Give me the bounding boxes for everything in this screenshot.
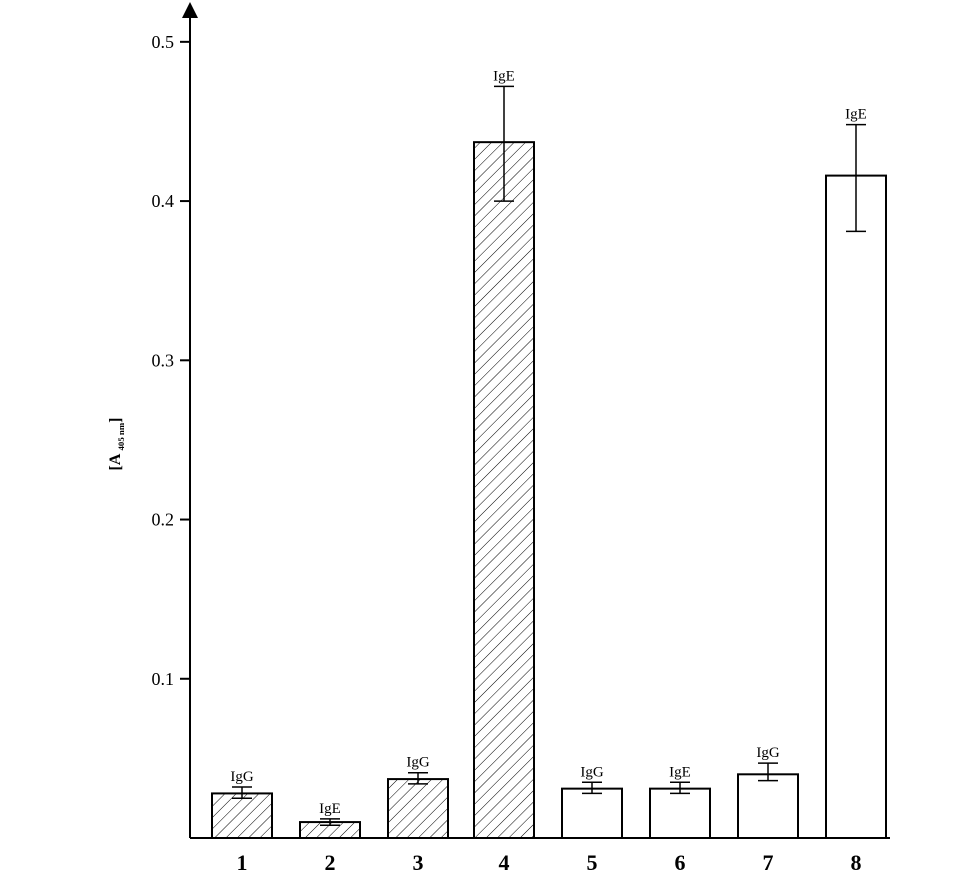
bar-label: IgE bbox=[845, 107, 867, 123]
x-category-label: 8 bbox=[851, 850, 862, 875]
x-category-label: 1 bbox=[237, 850, 248, 875]
y-tick-label: 0.5 bbox=[152, 32, 175, 52]
bar bbox=[562, 789, 622, 838]
bar-label: IgG bbox=[406, 755, 429, 771]
x-category-label: 5 bbox=[587, 850, 598, 875]
bar-label: IgE bbox=[493, 68, 515, 84]
x-category-label: 3 bbox=[413, 850, 424, 875]
bar-label: IgE bbox=[319, 801, 341, 817]
bar bbox=[388, 779, 448, 838]
bar bbox=[474, 142, 534, 838]
y-tick-label: 0.3 bbox=[152, 350, 175, 370]
x-category-label: 4 bbox=[499, 850, 510, 875]
x-category-label: 2 bbox=[325, 850, 336, 875]
bar bbox=[650, 789, 710, 838]
y-axis-label: [A 405 nm] bbox=[107, 418, 126, 471]
x-category-label: 7 bbox=[763, 850, 774, 875]
y-tick-label: 0.4 bbox=[152, 191, 175, 211]
bar-label: IgG bbox=[756, 745, 779, 761]
bar bbox=[738, 774, 798, 838]
y-tick-label: 0.1 bbox=[152, 669, 175, 689]
bar-label: IgG bbox=[580, 764, 603, 780]
y-tick-label: 0.2 bbox=[152, 510, 175, 530]
bar bbox=[826, 176, 886, 838]
bar-label: IgG bbox=[230, 769, 253, 785]
bar-label: IgE bbox=[669, 764, 691, 780]
bar bbox=[212, 793, 272, 838]
x-category-label: 6 bbox=[675, 850, 686, 875]
